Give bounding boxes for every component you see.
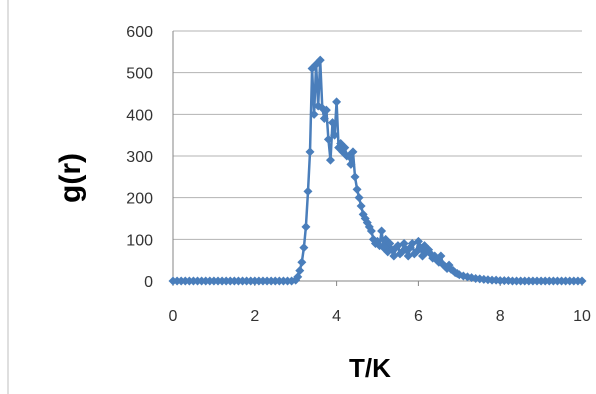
data-point [340,143,350,153]
data-point [301,222,311,232]
x-tick-label-0: 0 [169,308,178,325]
y-tick-label-400: 400 [126,107,153,124]
data-point [354,193,364,203]
data-point [366,226,376,236]
data-point [311,59,321,69]
data-point [315,55,325,65]
data-point [436,251,446,261]
y-tick-label-0: 0 [144,274,153,291]
data-point [577,276,587,286]
data-point [332,97,342,107]
x-tick-labels: 0 2 4 6 8 10 [169,308,591,325]
data-point [352,184,362,194]
x-tick-label-6: 6 [414,308,423,325]
data-point [346,159,356,169]
x-tick-label-4: 4 [332,308,341,325]
data-point [303,186,313,196]
x-tick-label-8: 8 [496,308,505,325]
data-point [330,130,340,140]
data-point [297,257,307,267]
y-tick-label-300: 300 [126,149,153,166]
gridlines [173,30,582,240]
data-point [299,243,309,253]
x-tick-label-2: 2 [250,308,259,325]
data-point [305,147,315,157]
data-point [328,118,338,128]
y-tick-label-100: 100 [126,232,153,249]
data-point [325,155,335,165]
y-tick-labels: 0 100 200 300 400 500 600 [126,24,153,291]
data-point [321,105,331,115]
data-point [348,147,358,157]
data-point [377,226,387,236]
y-tick-label-600: 600 [126,24,153,41]
x-axis-title: T/K [349,353,391,383]
data-point [309,109,319,119]
data-point [350,172,360,182]
data-point [295,266,305,276]
data-series [168,55,587,286]
data-point [323,134,333,144]
x-tick-label-10: 10 [573,308,591,325]
y-tick-label-200: 200 [126,191,153,208]
y-tick-label-500: 500 [126,66,153,83]
data-point [319,114,329,123]
y-axis-title: g(r) [54,153,87,203]
data-point [356,201,366,211]
